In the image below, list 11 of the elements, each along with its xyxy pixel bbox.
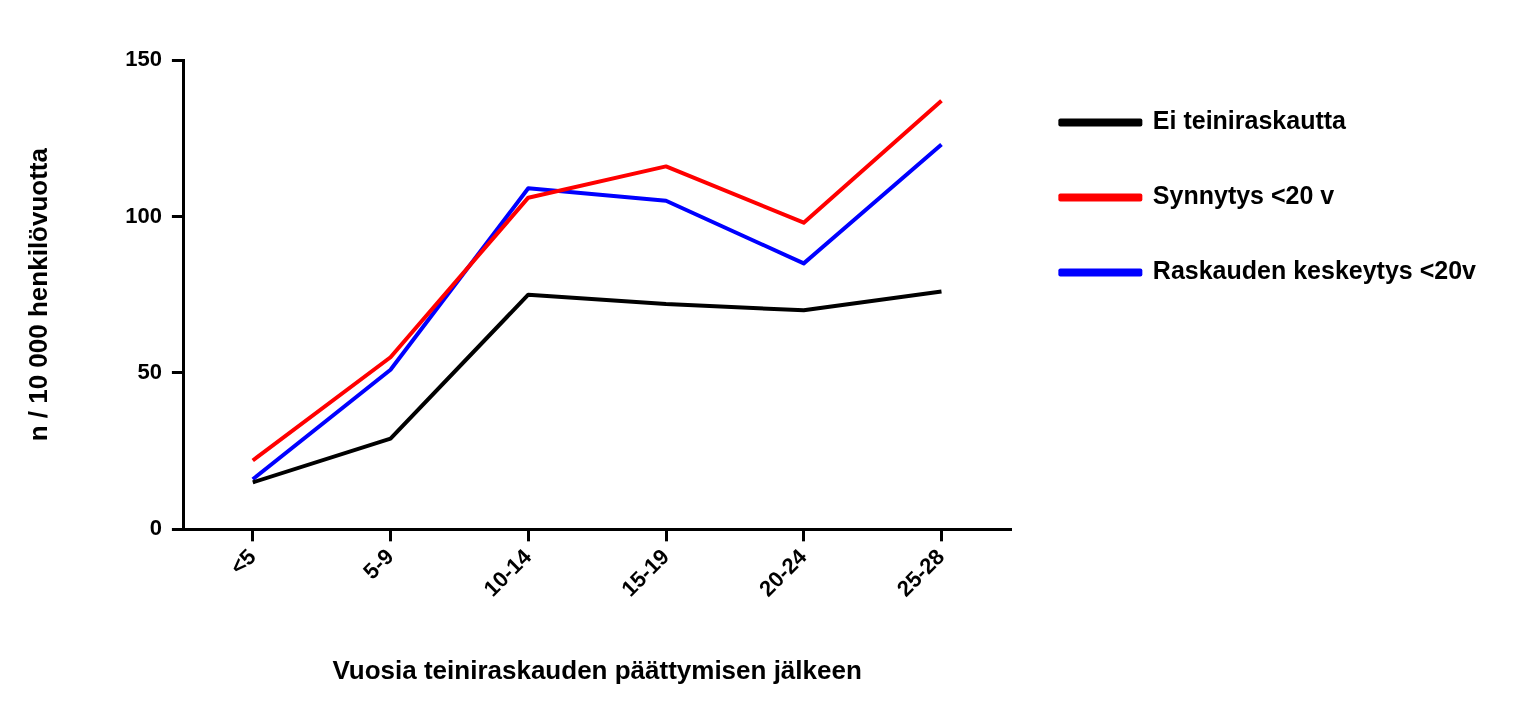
y-tick-label: 100 (125, 202, 162, 228)
x-axis-title: Vuosia teiniraskauden päättymisen jälkeen (332, 654, 862, 685)
y-tick-label: 0 (149, 515, 162, 541)
legend-label: Ei teiniraskautta (1152, 106, 1348, 135)
legend-label: Synnytys <20 v (1152, 181, 1335, 210)
x-tick-label: <5 (225, 543, 261, 580)
y-tick-label: 150 (125, 46, 162, 72)
legend-label: Raskauden keskeytys <20v (1152, 256, 1477, 285)
y-axis-title: n / 10 000 henkilövuotta (22, 147, 53, 442)
y-tick-label: 50 (137, 358, 162, 384)
x-tick-label: 5-9 (358, 543, 399, 584)
